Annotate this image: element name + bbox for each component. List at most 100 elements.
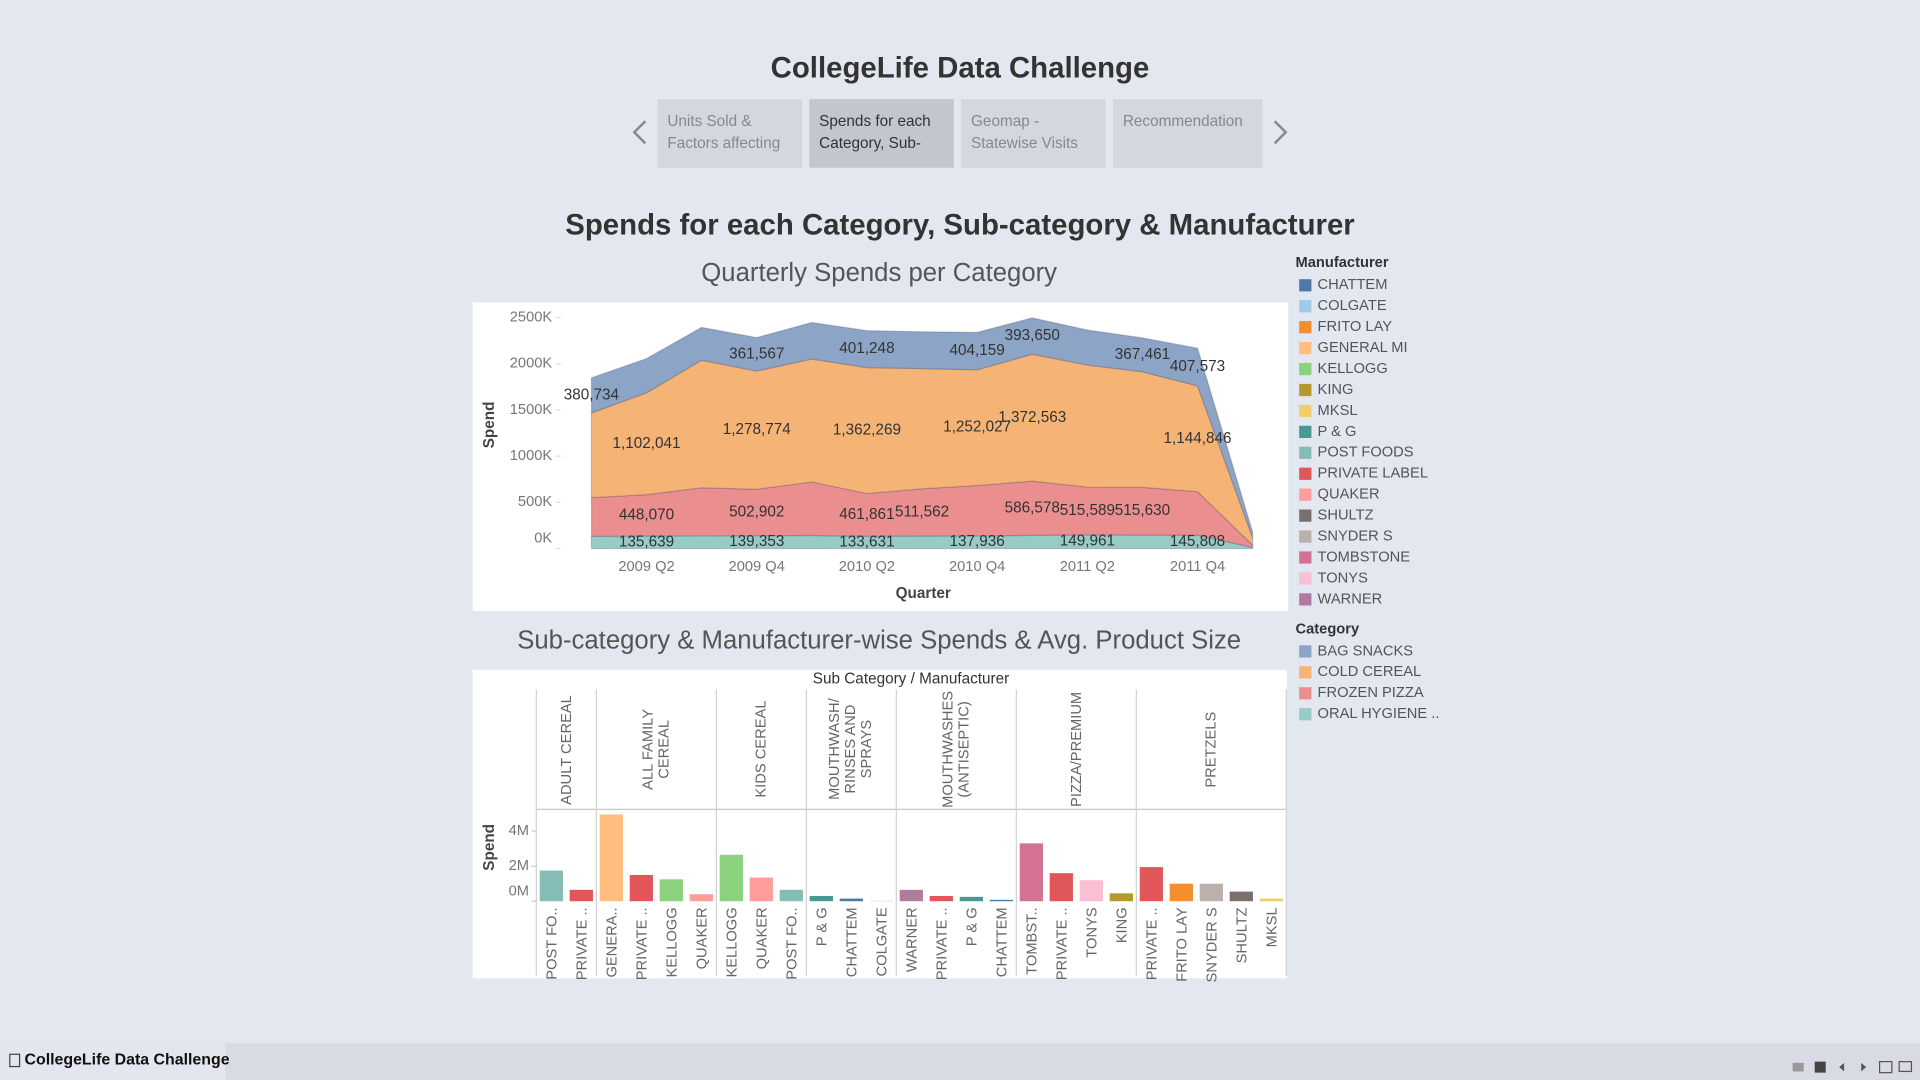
data-label: 1,144,846 <box>1164 430 1232 447</box>
prev-arrow[interactable] <box>632 120 647 145</box>
bar <box>899 889 923 902</box>
y-tick-label: 4M <box>509 823 529 839</box>
legend-swatch <box>1299 362 1312 376</box>
legend-swatch <box>1299 572 1312 585</box>
bar <box>1109 893 1133 902</box>
area <box>590 317 1254 538</box>
group-label: MOUTHWASHES (ANTISEPTIC) <box>939 690 973 808</box>
data-label: 135,639 <box>619 533 674 550</box>
x-tick-label: PRIVATE .. <box>934 907 950 980</box>
toolbar-icon[interactable] <box>1792 1062 1804 1072</box>
next-arrow[interactable] <box>1273 120 1288 145</box>
data-label: 361,567 <box>729 345 784 362</box>
x-tick-label: QUAKER <box>754 907 770 969</box>
legend-label: KELLOGG <box>1318 361 1388 377</box>
header-label: Sub Category / Manufacturer <box>813 671 1009 688</box>
data-label: 1,372,563 <box>998 409 1066 426</box>
group-label: MOUTHWASH/ RINSES AND SPRAYS <box>826 698 876 801</box>
y-axis-label: Spend <box>481 824 498 871</box>
data-label: 139,353 <box>729 533 784 550</box>
x-tick-label: POST FO.. <box>784 907 800 979</box>
legend-label: WARNER <box>1318 591 1383 607</box>
bar <box>719 854 743 902</box>
legend-swatch <box>1299 342 1312 355</box>
data-label: 1,102,041 <box>612 435 680 452</box>
footer-tab[interactable] <box>0 1043 226 1080</box>
bar <box>689 894 713 902</box>
y-tick-label: 1000K <box>510 448 553 464</box>
x-tick-label: 2011 Q2 <box>1060 559 1115 575</box>
story-tab[interactable]: Recommendation <box>1113 99 1263 168</box>
area <box>590 353 1254 547</box>
book-icon <box>9 1053 21 1068</box>
x-tick-label: 2011 Q4 <box>1170 559 1225 575</box>
bar <box>1019 843 1043 902</box>
legend-label: PRIVATE LABEL <box>1318 466 1428 482</box>
y-tick-label: 2500K <box>510 309 553 325</box>
story-tab[interactable]: Geomap - Statewise Visits <box>961 99 1106 168</box>
area <box>590 534 1254 550</box>
bar <box>1169 883 1193 902</box>
bar <box>629 874 653 902</box>
legend-label: MKSL <box>1318 403 1358 419</box>
footer-bar <box>0 1043 1920 1080</box>
toolbar-icon[interactable] <box>1898 1061 1913 1073</box>
x-tick-label: 2009 Q2 <box>618 559 674 575</box>
bar <box>809 895 833 902</box>
legend-label: COLGATE <box>1318 298 1387 314</box>
bar <box>1199 883 1223 902</box>
story-tab[interactable]: Spends for each Category, Sub- <box>809 99 954 168</box>
legend-swatch <box>1299 687 1312 700</box>
x-tick-label: FRITO LAY <box>1174 907 1190 982</box>
data-label: 515,589 <box>1060 502 1115 519</box>
x-tick-label: CHATTEM <box>844 907 860 977</box>
x-tick-label: CHATTEM <box>994 907 1010 977</box>
x-tick-label: 2010 Q2 <box>839 559 895 575</box>
toolbar-icon[interactable] <box>1861 1062 1867 1072</box>
group-label: ALL FAMILY CEREAL <box>639 708 673 790</box>
bar <box>929 895 953 902</box>
legend-label: TOMBSTONE <box>1318 549 1411 565</box>
x-tick-label: SNYDER S <box>1204 907 1220 982</box>
legend-label: FROZEN PIZZA <box>1318 685 1424 701</box>
x-tick-label: TOMBST.. <box>1024 907 1040 974</box>
bar <box>659 879 683 902</box>
y-axis-label: Spend <box>481 402 498 449</box>
legend-label: BAG SNACKS <box>1318 643 1414 659</box>
group-label: ADULT CEREAL <box>557 694 575 805</box>
legend-title: Manufacturer <box>1296 255 1389 271</box>
data-label: 404,159 <box>949 342 1004 359</box>
x-tick-label: 2009 Q4 <box>729 559 785 575</box>
bar <box>1079 880 1103 902</box>
x-tick-label: PRIVATE .. <box>1144 907 1160 980</box>
toolbar-icon[interactable] <box>1878 1061 1893 1074</box>
x-tick-label: SHULTZ <box>1234 907 1250 963</box>
data-label: 448,070 <box>619 506 674 523</box>
data-label: 367,461 <box>1115 346 1170 363</box>
toolbar-icon[interactable] <box>1839 1062 1845 1072</box>
bar <box>1049 873 1073 902</box>
x-tick-label: PRIVATE .. <box>634 907 650 980</box>
legend-swatch <box>1299 708 1312 721</box>
story-title: CollegeLife Data Challenge <box>771 52 1150 85</box>
data-label: 133,631 <box>839 533 894 550</box>
story-tab[interactable]: Units Sold & Factors affecting <box>657 99 803 168</box>
legend-label: TONYS <box>1318 570 1369 586</box>
x-tick-label: MKSL <box>1264 907 1280 947</box>
x-tick-label: POST FO.. <box>544 907 560 979</box>
x-tick-label: PRIVATE .. <box>574 907 590 980</box>
legend-swatch <box>1299 530 1312 543</box>
group-label: PIZZA/PREMIUM <box>1067 691 1085 807</box>
data-label: 145,808 <box>1170 533 1225 550</box>
legend-label: ORAL HYGIENE .. <box>1318 706 1440 722</box>
legend-swatch <box>1299 645 1312 658</box>
toolbar-icon[interactable] <box>1814 1061 1826 1073</box>
x-tick-label: KELLOGG <box>664 907 680 977</box>
data-label: 461,861 <box>839 506 894 523</box>
bar <box>839 898 863 902</box>
legend-swatch <box>1299 300 1312 313</box>
data-label: 149,961 <box>1060 533 1115 550</box>
legend-swatch <box>1299 446 1312 459</box>
